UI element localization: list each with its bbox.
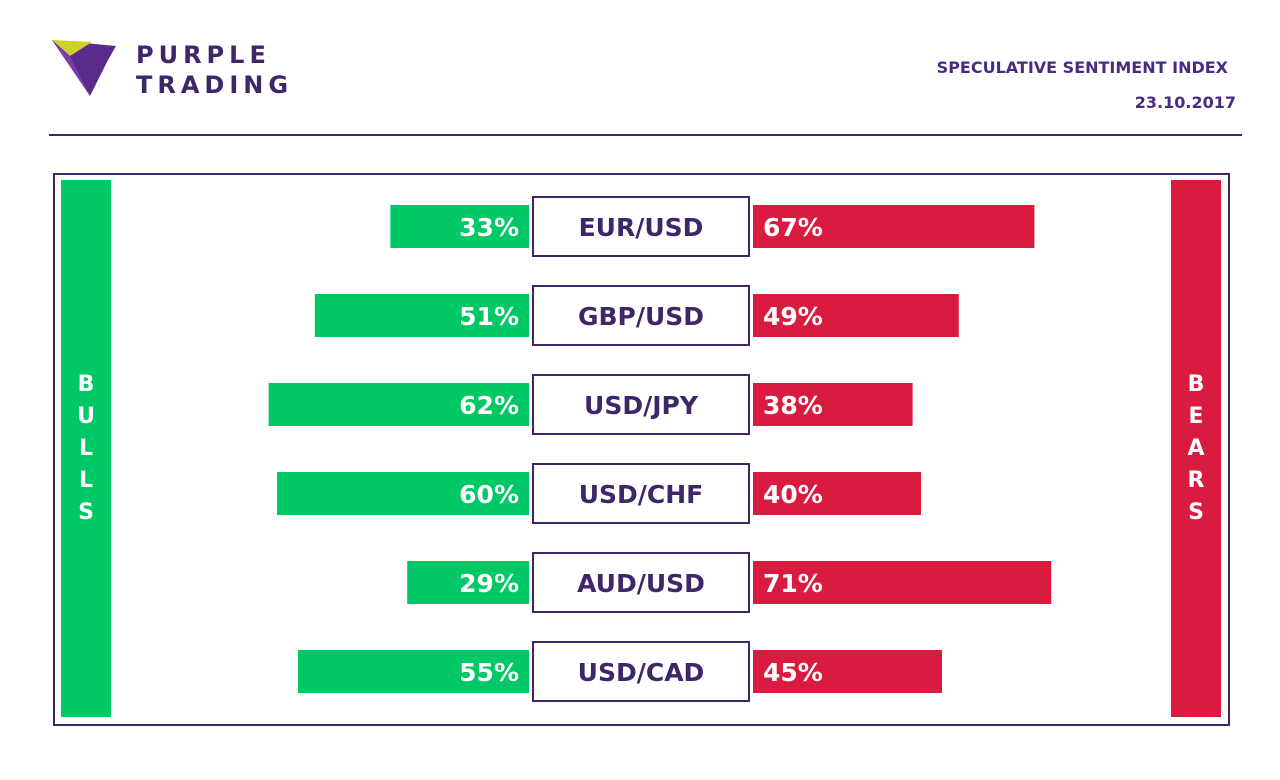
- pair-box: [532, 285, 750, 346]
- bull-bar: [407, 561, 529, 604]
- pair-box: [532, 552, 750, 613]
- bulls-label-letter: U: [77, 403, 95, 429]
- pair-label: GBP/USD: [578, 302, 704, 331]
- brand-logo: PURPLE TRADING: [52, 40, 312, 100]
- bears-label-letter: A: [1187, 435, 1205, 461]
- bulls-label-letter: S: [78, 499, 94, 525]
- bear-value-label: 40%: [763, 480, 823, 509]
- bear-value-label: 71%: [763, 569, 823, 598]
- pair-box: [532, 196, 750, 257]
- pair-box: [532, 641, 750, 702]
- pair-label: USD/CHF: [579, 480, 704, 509]
- bull-value-label: 62%: [459, 391, 519, 420]
- bear-bar: [753, 472, 921, 515]
- bear-value-label: 67%: [763, 213, 823, 242]
- bear-bar: [753, 205, 1035, 248]
- report-title: SPECULATIVE SENTIMENT INDEX: [936, 58, 1228, 77]
- report-date: 23.10.2017: [1134, 93, 1236, 112]
- pair-label: USD/CAD: [578, 658, 705, 687]
- pair-label: USD/JPY: [584, 391, 699, 420]
- bull-value-label: 51%: [459, 302, 519, 331]
- pair-box: [532, 463, 750, 524]
- bear-value-label: 45%: [763, 658, 823, 687]
- bear-bar: [753, 294, 959, 337]
- bull-bar: [390, 205, 529, 248]
- pair-label: EUR/USD: [579, 213, 704, 242]
- bear-bar: [753, 650, 942, 693]
- brand-line-1: PURPLE: [136, 41, 271, 69]
- bears-label-letter: E: [1188, 403, 1204, 429]
- pair-box: [532, 374, 750, 435]
- bull-value-label: 55%: [459, 658, 519, 687]
- bear-bar: [753, 561, 1052, 604]
- bulls-label-letter: L: [78, 435, 94, 461]
- purple-trading-logo-icon: [52, 40, 116, 96]
- chart-frame: [53, 173, 1230, 726]
- pair-label: AUD/USD: [577, 569, 705, 598]
- bears-label-letter: S: [1188, 499, 1204, 525]
- bears-label-letter: B: [1187, 371, 1205, 397]
- bull-value-label: 60%: [459, 480, 519, 509]
- bulls-label-letter: L: [78, 467, 94, 493]
- bears-label-letter: R: [1187, 467, 1205, 493]
- bull-bar: [277, 472, 529, 515]
- bull-bar: [268, 383, 529, 426]
- bear-bar: [753, 383, 913, 426]
- bear-value-label: 38%: [763, 391, 823, 420]
- bull-value-label: 33%: [459, 213, 519, 242]
- bear-value-label: 49%: [763, 302, 823, 331]
- bull-bar: [314, 294, 529, 337]
- brand-name: PURPLE TRADING: [136, 40, 293, 100]
- bull-bar: [298, 650, 529, 693]
- bulls-label-letter: B: [77, 371, 95, 397]
- brand-line-2: TRADING: [136, 71, 294, 99]
- bull-value-label: 29%: [459, 569, 519, 598]
- header-divider: [49, 134, 1242, 136]
